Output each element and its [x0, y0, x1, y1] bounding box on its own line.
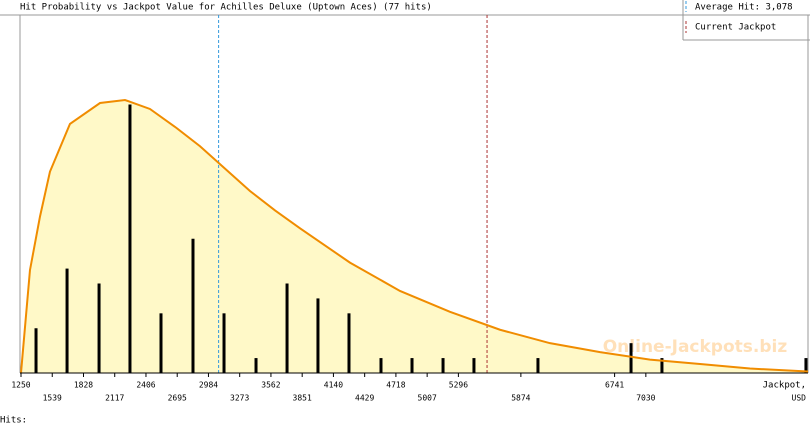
bar [159, 313, 163, 373]
x-tick-label: 1250 [11, 381, 30, 390]
rug-label: Hits: [0, 416, 27, 425]
bar [254, 358, 258, 373]
x-tick-label: 4140 [324, 381, 343, 390]
legend-label: Average Hit: 3,078 [695, 3, 793, 13]
watermark: Online-Jackpots.biz [603, 337, 788, 357]
bar [222, 313, 226, 373]
x-tick-label: 5874 [511, 394, 530, 403]
x-tick-label: 7030 [636, 394, 655, 403]
x-tick-label: 3851 [293, 394, 312, 403]
x-tick-label: 1539 [43, 394, 62, 403]
x-tick-label: 2117 [105, 394, 124, 403]
bar [285, 283, 289, 373]
x-tick-label: 2406 [136, 381, 155, 390]
x-tick-label: 3562 [261, 381, 280, 390]
bar [804, 358, 808, 373]
bar [191, 238, 195, 373]
bar [316, 298, 320, 373]
curve-line [20, 99, 809, 374]
bar [472, 358, 476, 373]
x-tick-label: 4718 [386, 381, 405, 390]
x-tick-label: 5007 [418, 394, 437, 403]
x-axis-label: Jackpot, [763, 381, 806, 391]
x-axis-label: USD [792, 394, 807, 403]
bar [536, 358, 540, 373]
bar [441, 358, 445, 373]
bar [410, 358, 414, 373]
x-tick-label: 2695 [168, 394, 187, 403]
curve-area [21, 100, 808, 374]
bar [34, 328, 38, 373]
x-tick-label: 1828 [74, 381, 93, 390]
bar [97, 283, 101, 373]
bar [65, 268, 69, 373]
bar [379, 358, 383, 373]
x-tick-label: 4429 [355, 394, 374, 403]
chart-title: Hit Probability vs Jackpot Value for Ach… [20, 3, 432, 13]
x-tick-label: 2984 [199, 381, 218, 390]
x-tick-label: 3273 [230, 394, 249, 403]
bar [629, 343, 633, 373]
bar [347, 313, 351, 373]
bar [128, 104, 132, 373]
x-tick-label: 5296 [449, 381, 468, 390]
x-tick-label: 6741 [605, 381, 624, 390]
bar [660, 358, 664, 373]
plot-area: Online-Jackpots.biz 1250 1539 1828 2117 2406 2… [11, 15, 809, 403]
legend-label: Current Jackpot [695, 23, 776, 33]
